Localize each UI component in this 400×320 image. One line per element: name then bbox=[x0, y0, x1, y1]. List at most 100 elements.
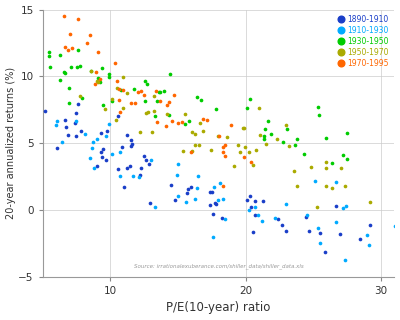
Point bbox=[73, 118, 79, 123]
Point bbox=[57, 52, 64, 57]
Point bbox=[128, 144, 134, 149]
Point bbox=[141, 154, 147, 159]
Point bbox=[196, 143, 202, 148]
Point bbox=[219, 215, 225, 220]
Point bbox=[304, 212, 310, 217]
Point bbox=[121, 184, 127, 189]
Point bbox=[62, 117, 68, 122]
Point bbox=[247, 204, 254, 209]
Point bbox=[367, 199, 373, 204]
Point bbox=[98, 149, 104, 154]
Point bbox=[102, 106, 108, 111]
Point bbox=[116, 173, 123, 179]
Point bbox=[260, 198, 266, 203]
Point bbox=[94, 49, 101, 54]
Point bbox=[134, 89, 141, 94]
Point bbox=[54, 145, 60, 150]
Point bbox=[115, 166, 122, 171]
Point bbox=[93, 70, 99, 75]
Point bbox=[156, 90, 162, 95]
Point bbox=[182, 122, 188, 127]
Point bbox=[151, 108, 158, 114]
Point bbox=[62, 70, 68, 76]
Point bbox=[157, 99, 164, 104]
Point bbox=[113, 117, 119, 123]
Point bbox=[283, 229, 290, 234]
Point bbox=[116, 98, 122, 103]
Point bbox=[167, 183, 174, 188]
Point bbox=[164, 103, 170, 108]
Point bbox=[338, 165, 344, 171]
Point bbox=[174, 161, 181, 166]
Point bbox=[117, 110, 123, 115]
Point bbox=[136, 175, 143, 180]
Point bbox=[37, 123, 43, 128]
Point bbox=[114, 79, 120, 84]
Point bbox=[136, 173, 143, 178]
Point bbox=[342, 257, 349, 262]
Point bbox=[75, 16, 82, 21]
Point bbox=[322, 183, 329, 188]
Point bbox=[194, 185, 200, 190]
Point bbox=[116, 86, 122, 92]
Point bbox=[152, 114, 159, 119]
Point bbox=[192, 132, 198, 137]
Point bbox=[148, 158, 154, 163]
Point bbox=[73, 111, 79, 116]
Point bbox=[208, 147, 214, 152]
Point bbox=[323, 165, 329, 170]
Point bbox=[109, 99, 116, 104]
Point bbox=[250, 163, 256, 168]
Point bbox=[73, 133, 79, 138]
Point bbox=[258, 218, 265, 223]
Point bbox=[131, 87, 137, 92]
Point bbox=[65, 48, 72, 53]
Point bbox=[62, 44, 68, 50]
Point bbox=[119, 145, 125, 150]
Point bbox=[344, 157, 351, 162]
Point bbox=[115, 114, 121, 119]
Point bbox=[248, 160, 254, 165]
Point bbox=[250, 230, 256, 235]
Point bbox=[143, 157, 149, 163]
Point bbox=[109, 97, 116, 102]
Point bbox=[95, 80, 102, 85]
Point bbox=[137, 130, 143, 135]
Point bbox=[61, 14, 67, 19]
Point bbox=[204, 117, 210, 123]
Point bbox=[106, 75, 112, 80]
Point bbox=[303, 214, 310, 220]
Point bbox=[314, 105, 321, 110]
Point bbox=[102, 134, 109, 139]
Point bbox=[198, 97, 204, 102]
Point bbox=[175, 120, 182, 125]
Point bbox=[308, 165, 314, 170]
Text: Source: irrationalexuberance.com/shiller_data/shiller_data.xls: Source: irrationalexuberance.com/shiller… bbox=[134, 263, 304, 269]
Point bbox=[72, 120, 78, 125]
Point bbox=[222, 217, 228, 222]
Point bbox=[244, 198, 250, 203]
Point bbox=[322, 136, 329, 141]
Point bbox=[340, 153, 346, 158]
Point bbox=[152, 205, 158, 210]
Point bbox=[256, 132, 263, 138]
Point bbox=[57, 77, 63, 82]
Point bbox=[282, 201, 289, 206]
Point bbox=[220, 144, 227, 149]
Point bbox=[279, 222, 285, 227]
Point bbox=[322, 160, 329, 165]
Point bbox=[192, 142, 198, 148]
Point bbox=[239, 125, 246, 131]
Point bbox=[187, 150, 194, 155]
Point bbox=[141, 92, 148, 98]
Point bbox=[151, 93, 158, 98]
Point bbox=[47, 64, 53, 69]
Point bbox=[116, 149, 123, 154]
Point bbox=[84, 41, 90, 46]
Point bbox=[184, 190, 190, 196]
Point bbox=[216, 181, 223, 186]
Point bbox=[94, 78, 100, 84]
Point bbox=[108, 151, 115, 156]
Point bbox=[256, 106, 262, 111]
Point bbox=[260, 137, 267, 142]
